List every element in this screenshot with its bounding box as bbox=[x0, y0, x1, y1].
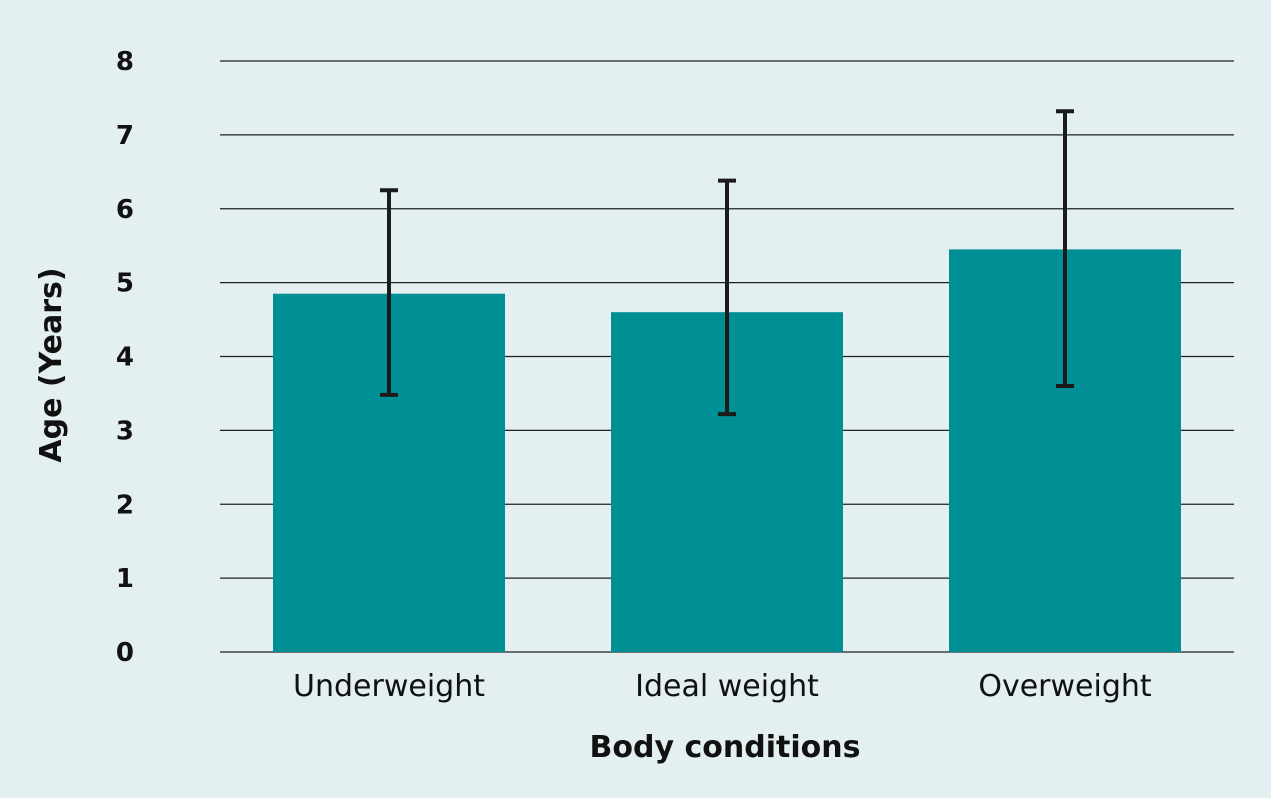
error-bars bbox=[380, 109, 1074, 417]
error-bar bbox=[380, 188, 398, 397]
x-axis-title: Body conditions bbox=[590, 730, 861, 765]
x-tick-label: Ideal weight bbox=[635, 669, 819, 704]
y-axis-title: Age (Years) bbox=[34, 267, 69, 462]
y-tick-label: 4 bbox=[116, 343, 134, 373]
y-tick-label: 0 bbox=[116, 638, 134, 668]
y-tick-label: 3 bbox=[116, 416, 134, 446]
y-tick-label: 7 bbox=[116, 121, 134, 151]
y-tick-label: 5 bbox=[116, 269, 134, 299]
x-tick-labels: Underweight Ideal weight Overweight bbox=[293, 669, 1152, 704]
y-tick-label: 2 bbox=[116, 490, 134, 520]
error-bar bbox=[718, 178, 736, 417]
y-tick-label: 6 bbox=[116, 195, 134, 225]
error-bar bbox=[1056, 109, 1074, 389]
y-tick-label: 8 bbox=[116, 47, 134, 77]
y-tick-label: 1 bbox=[116, 564, 134, 594]
x-tick-label: Underweight bbox=[293, 669, 485, 704]
y-tick-labels: 0 1 2 3 4 5 6 7 8 bbox=[116, 47, 134, 668]
x-tick-label: Overweight bbox=[978, 669, 1152, 704]
